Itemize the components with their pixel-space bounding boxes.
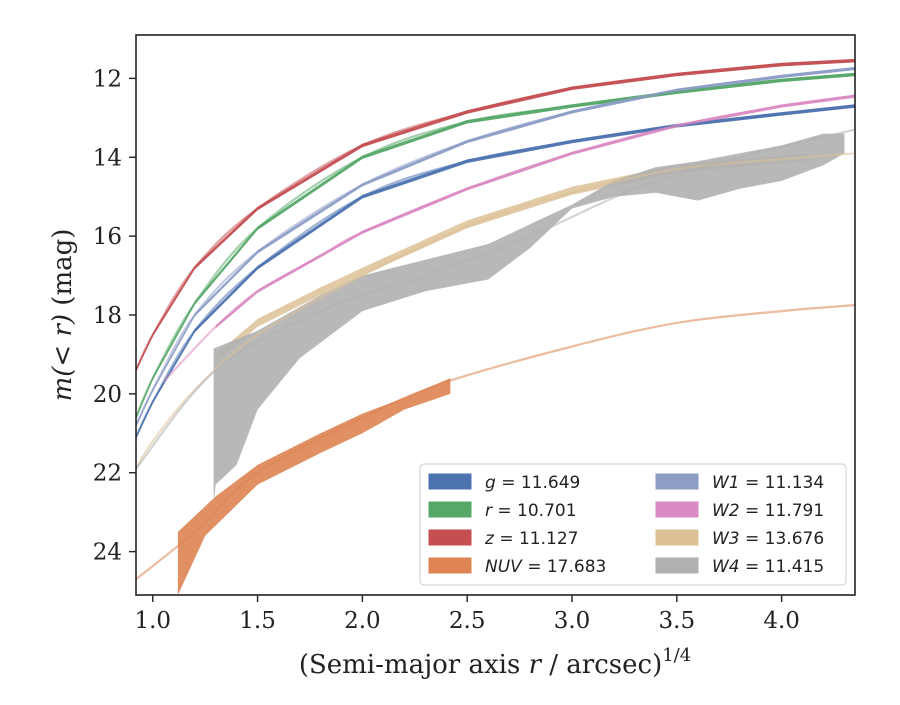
legend-swatch-w4 — [655, 557, 699, 574]
legend-label-var: W2 — [712, 501, 740, 521]
legend-label-w2: W2 = 11.791 — [712, 501, 824, 521]
x-axis-label-exponent: 1/4 — [662, 645, 691, 666]
x-axis-label-main: (Semi-major axis — [299, 650, 529, 680]
x-tick-label: 3.0 — [554, 608, 591, 634]
legend-label-value: = 13.676 — [740, 529, 825, 549]
x-axis-ticks: 1.0 1.5 2.0 2.5 3.0 3.5 4.0 — [134, 595, 800, 634]
legend-item-g: g = 11.649 — [428, 473, 580, 493]
fit-line-z — [136, 59, 855, 371]
y-tick-label: 20 — [93, 382, 122, 408]
y-tick-label: 14 — [93, 145, 122, 171]
legend-label-r: r = 10.701 — [485, 501, 577, 521]
band-nuv — [177, 378, 451, 595]
x-axis-label-rest: / arcsec) — [541, 650, 662, 680]
legend-swatch-r — [428, 501, 472, 518]
fit-line-w3 — [136, 152, 855, 470]
legend-label-var: g — [485, 473, 496, 493]
legend-label-nuv: NUV = 17.683 — [485, 557, 606, 577]
legend-item-r: r = 10.701 — [428, 501, 577, 521]
legend-label-w1: W1 = 11.134 — [712, 473, 824, 493]
x-axis-label-var: r — [529, 650, 543, 680]
band-layer — [136, 58, 855, 595]
y-tick-label: 24 — [93, 540, 122, 566]
legend-label-z: z = 11.127 — [484, 529, 578, 549]
fit-line-layer — [136, 59, 855, 581]
y-axis-ticks: 12 14 16 18 20 22 24 — [93, 66, 136, 566]
legend-label-value: = 11.134 — [740, 473, 825, 493]
legend-item-w4: W4 = 11.415 — [655, 557, 824, 577]
legend-label-w4: W4 = 11.415 — [712, 557, 824, 577]
x-tick-label: 1.0 — [134, 608, 171, 634]
y-axis-label-unit: (mag) — [48, 229, 78, 314]
fit-line-r — [136, 73, 855, 418]
y-axis-label: m(< r) (mag) — [48, 229, 78, 402]
legend-item-z: z = 11.127 — [428, 529, 578, 549]
fit-line-w4 — [136, 128, 855, 470]
legend-swatch-w3 — [655, 529, 699, 546]
legend-label-var: W1 — [712, 473, 740, 493]
legend-label-var: z — [484, 529, 495, 549]
y-tick-label: 18 — [93, 303, 122, 329]
legend-label-g: g = 11.649 — [485, 473, 580, 493]
x-tick-label: 3.5 — [659, 608, 696, 634]
legend-swatch-nuv — [428, 557, 472, 574]
legend-swatch-g — [428, 473, 472, 490]
fit-line-w2 — [162, 95, 855, 383]
x-axis-label: (Semi-major axis r / arcsec)1/4 — [299, 645, 691, 680]
y-tick-label: 16 — [93, 224, 122, 250]
legend-label-var: r — [485, 501, 493, 521]
legend-item-w3: W3 = 13.676 — [655, 529, 824, 549]
legend-label-value: = 11.127 — [494, 529, 579, 549]
legend-item-nuv: NUV = 17.683 — [428, 557, 606, 577]
fit-line-w1 — [136, 67, 855, 426]
legend-swatch-w2 — [655, 501, 699, 518]
y-tick-label: 12 — [93, 66, 122, 92]
legend-label-var: W3 — [712, 529, 740, 549]
legend-swatch-w1 — [655, 473, 699, 490]
legend-item-w1: W1 = 11.134 — [655, 473, 824, 493]
y-axis-label-var: (< r) — [48, 314, 78, 377]
fit-line-g — [136, 104, 855, 438]
legend-label-value: = 10.701 — [492, 501, 577, 521]
x-tick-label: 1.5 — [239, 608, 276, 634]
legend-label-value: = 11.791 — [740, 501, 825, 521]
y-tick-label: 22 — [93, 461, 122, 487]
legend-label-value: = 11.649 — [496, 473, 581, 493]
band-w4 — [213, 133, 845, 505]
legend-label-w3: W3 = 13.676 — [712, 529, 824, 549]
legend-label-value: = 11.415 — [740, 557, 825, 577]
legend-swatch-z — [428, 529, 472, 546]
legend-label-var: W4 — [712, 557, 740, 577]
x-tick-label: 2.0 — [344, 608, 381, 634]
legend-label-var: NUV — [485, 557, 523, 577]
x-tick-label: 4.0 — [763, 608, 800, 634]
legend-frame — [419, 463, 847, 586]
y-axis-label-symbol: m — [48, 377, 78, 402]
x-tick-label: 2.5 — [449, 608, 486, 634]
legend-label-value: = 17.683 — [522, 557, 607, 577]
legend-item-w2: W2 = 11.791 — [655, 501, 824, 521]
fit-line-nuv — [136, 304, 855, 581]
